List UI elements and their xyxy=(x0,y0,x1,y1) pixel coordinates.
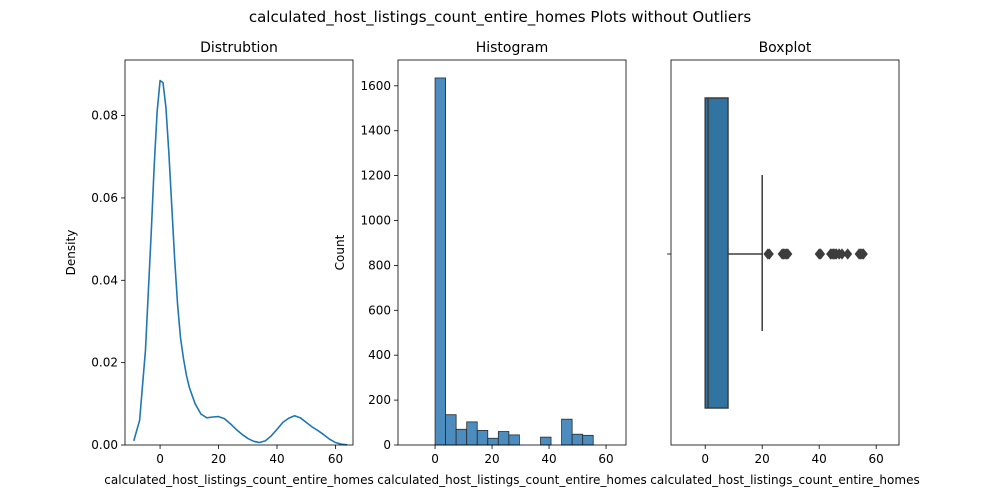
histogram-xtick-label: 60 xyxy=(598,452,613,466)
density-panel: Distrubtion calculated_host_listings_cou… xyxy=(64,40,374,487)
density-ytick-label: 0.00 xyxy=(91,438,118,452)
histogram-axes-frame xyxy=(397,59,627,446)
histogram-bar xyxy=(466,421,478,446)
density-xtick-label: 40 xyxy=(269,452,284,466)
histogram-ylabel: Count xyxy=(333,234,347,270)
boxplot-outlier xyxy=(783,248,793,260)
density-xtick-label: 20 xyxy=(211,452,226,466)
density-ytick-label: 0.02 xyxy=(91,356,118,370)
density-curve xyxy=(133,79,348,446)
histogram-ytick-label: 1600 xyxy=(360,79,391,93)
density-ytick-label: 0.04 xyxy=(91,273,118,287)
histogram-bar xyxy=(508,434,520,446)
histogram-ytick-label: 1400 xyxy=(360,124,391,138)
histogram-ytick-label: 600 xyxy=(368,303,391,317)
histogram-xtick-label: 20 xyxy=(484,452,499,466)
boxplot-xtick-label: 0 xyxy=(701,452,709,466)
density-xtick-label: 60 xyxy=(328,452,343,466)
histogram-xtick-label: 40 xyxy=(541,452,556,466)
density-ytick-label: 0.06 xyxy=(91,191,118,205)
histogram-xtick-label: 0 xyxy=(431,452,439,466)
histogram-bar xyxy=(487,437,499,446)
density-xtick-label: 0 xyxy=(156,452,164,466)
boxplot-xtick-label: 60 xyxy=(869,452,884,466)
boxplot-outlier xyxy=(764,248,774,260)
boxplot-title: Boxplot xyxy=(759,40,812,56)
histogram-title: Histogram xyxy=(476,40,549,56)
boxplot-xtick-label: 40 xyxy=(812,452,827,466)
boxplot-panel: Boxplot calculated_host_listings_count_e… xyxy=(650,40,919,487)
boxplot-xlabel: calculated_host_listings_count_entire_ho… xyxy=(650,473,919,487)
histogram-ytick-label: 1000 xyxy=(360,214,391,228)
histogram-bar xyxy=(540,436,552,446)
histogram-bar xyxy=(455,428,468,446)
density-ytick-label: 0.08 xyxy=(91,109,118,123)
histogram-ytick-label: 1200 xyxy=(360,169,391,183)
histogram-panel: Histogram calculated_host_listings_count… xyxy=(333,40,647,487)
histogram-bar xyxy=(445,414,457,446)
histogram-bar xyxy=(434,77,446,446)
boxplot-box xyxy=(704,97,729,409)
boxplot-xtick-label: 20 xyxy=(755,452,770,466)
histogram-bar xyxy=(571,433,584,446)
boxplot-outlier xyxy=(858,248,868,260)
histogram-ytick-label: 200 xyxy=(368,393,391,407)
density-axes-frame xyxy=(124,59,354,446)
histogram-bar xyxy=(582,434,594,446)
density-xlabel: calculated_host_listings_count_entire_ho… xyxy=(104,473,373,487)
histogram-ytick-label: 0 xyxy=(383,438,391,452)
histogram-ytick-label: 800 xyxy=(368,258,391,272)
boxplot-outlier xyxy=(843,248,853,260)
histogram-bar xyxy=(561,418,573,446)
density-ylabel: Density xyxy=(64,230,78,276)
boxplot-outlier xyxy=(816,248,826,260)
figure-suptitle: calculated_host_listings_count_entire_ho… xyxy=(249,8,751,27)
histogram-xlabel: calculated_host_listings_count_entire_ho… xyxy=(377,473,646,487)
histogram-ytick-label: 400 xyxy=(368,348,391,362)
histogram-bar xyxy=(476,430,489,446)
histogram-bar xyxy=(497,431,510,446)
density-title: Distrubtion xyxy=(200,40,278,56)
boxplot-axes-frame xyxy=(670,59,900,446)
